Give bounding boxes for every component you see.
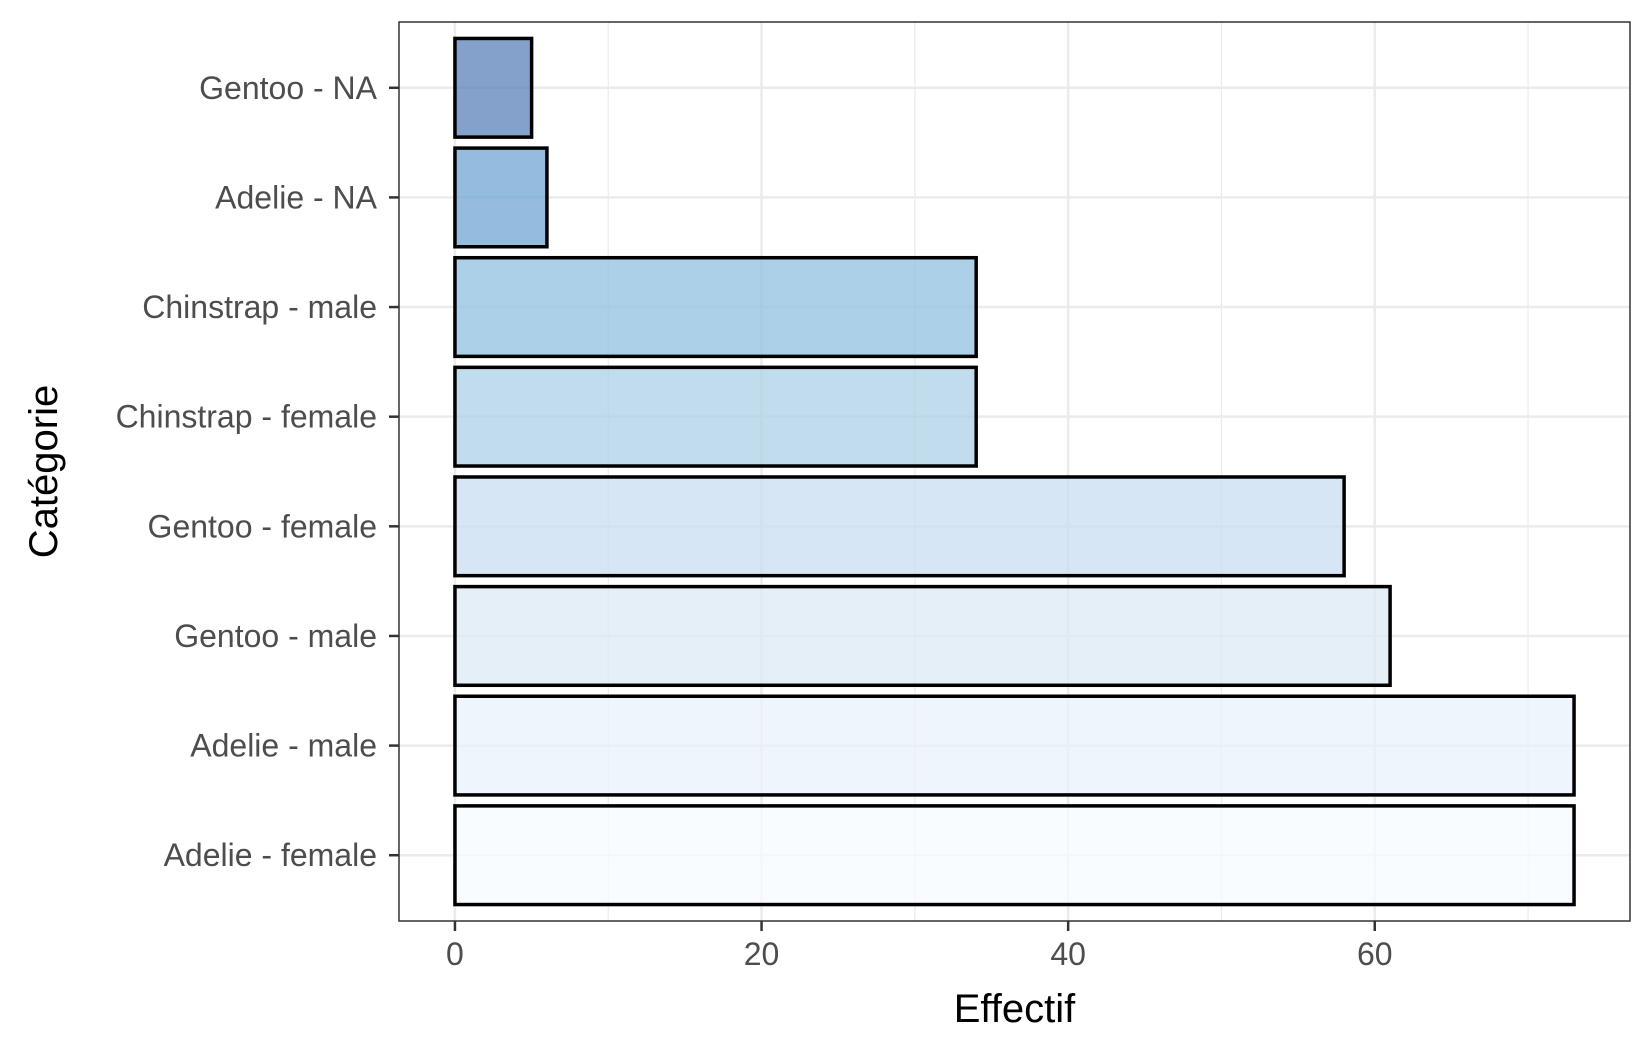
bar-adelie-male (453, 694, 1576, 797)
y-tick-label: Adelie - male (190, 728, 377, 764)
y-tick-label: Gentoo - female (148, 508, 377, 544)
y-tick-label: Adelie - female (164, 837, 377, 873)
bar-chinstrap-female (453, 365, 978, 468)
y-axis: Adelie - female Adelie - male Gentoo - mal… (116, 70, 399, 873)
panel-border (398, 21, 1631, 922)
y-tick-label: Chinstrap - male (142, 289, 377, 325)
x-tick-label: 20 (744, 936, 780, 972)
y-tick-label: Chinstrap - female (116, 399, 377, 435)
y-axis-title: Catégorie (22, 385, 66, 558)
bar-gentoo-male (453, 584, 1392, 688)
x-axis-title: Effectif (954, 987, 1076, 1031)
y-tick-label: Gentoo - NA (199, 70, 378, 106)
y-tick-label: Adelie - NA (215, 179, 378, 215)
x-tick-label: 0 (446, 936, 464, 972)
bar-adelie-female (453, 804, 1576, 907)
x-tick-label: 40 (1050, 936, 1086, 972)
bars-layer (453, 36, 1576, 907)
bar-chinstrap-male (453, 255, 978, 359)
x-axis: 0 20 40 60 (446, 921, 1393, 972)
bar-gentoo-female (453, 475, 1346, 578)
x-tick-label: 60 (1357, 936, 1393, 972)
bar-adelie-na (453, 146, 549, 249)
bar-gentoo-na (453, 36, 534, 139)
y-tick-label: Gentoo - male (174, 618, 377, 654)
